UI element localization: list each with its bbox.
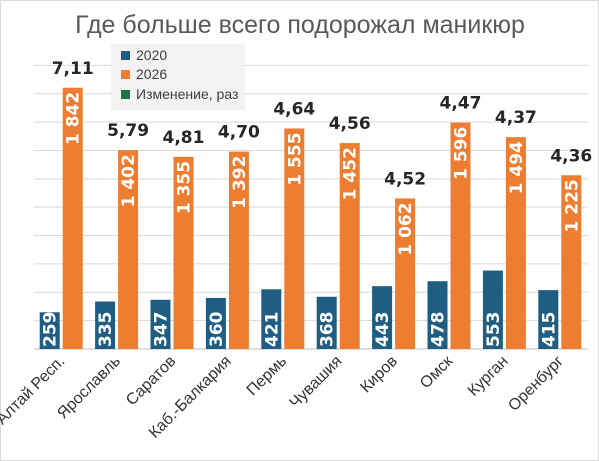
legend-swatch-2020 bbox=[121, 51, 130, 60]
category-label: Чувашия bbox=[287, 353, 346, 412]
category-label: Омск bbox=[417, 352, 457, 392]
label-2026: 1 355 bbox=[175, 161, 195, 214]
category-label: Алтай Респ. bbox=[0, 353, 69, 428]
label-2020: 368 bbox=[318, 312, 338, 348]
label-change: 4,47 bbox=[440, 94, 482, 114]
label-2026: 1 225 bbox=[562, 179, 582, 232]
label-change: 5,79 bbox=[107, 121, 149, 141]
bar-2026-оренбург bbox=[561, 175, 582, 349]
label-change: 4,81 bbox=[163, 128, 205, 148]
bar-2020-киров bbox=[372, 286, 393, 349]
legend-swatch-2026 bbox=[121, 70, 130, 79]
category-label: Курган bbox=[465, 353, 512, 400]
bar-2020-саратов bbox=[150, 299, 171, 349]
bar-2026-алтай-респ bbox=[62, 87, 83, 350]
label-change: 4,64 bbox=[273, 99, 315, 119]
label-2026: 1 392 bbox=[230, 156, 250, 209]
label-2020: 259 bbox=[41, 312, 61, 348]
label-2020: 443 bbox=[373, 312, 393, 348]
legend-swatch-change bbox=[121, 90, 130, 99]
label-2026: 1 596 bbox=[452, 127, 472, 180]
bar-2020-чувашия bbox=[316, 296, 337, 349]
label-2020: 347 bbox=[152, 312, 172, 348]
label-change: 4,56 bbox=[329, 114, 371, 134]
label-2026: 1 494 bbox=[507, 141, 527, 194]
bar-2020-омск bbox=[427, 281, 448, 349]
label-2026: 1 452 bbox=[341, 147, 361, 200]
label-2020: 421 bbox=[262, 312, 282, 348]
label-2026: 1 555 bbox=[285, 132, 305, 185]
bar-2026-омск bbox=[450, 122, 471, 350]
label-2020: 478 bbox=[429, 312, 449, 348]
bar-2020-алтай-респ bbox=[39, 312, 60, 349]
legend: 2020 2026 Изменение, раз bbox=[111, 44, 245, 110]
category-label: Саратов bbox=[123, 353, 179, 409]
bar-2026-каб-балкария bbox=[228, 151, 249, 349]
label-2020: 553 bbox=[484, 311, 504, 347]
bar-2020-каб-балкария bbox=[205, 297, 226, 349]
bar-2020-пермь bbox=[261, 289, 282, 349]
category-label: Пермь bbox=[244, 353, 290, 399]
label-2020: 335 bbox=[96, 312, 116, 348]
legend-background bbox=[111, 44, 245, 110]
bar-2026-курган bbox=[505, 137, 526, 349]
label-change: 4,37 bbox=[495, 108, 537, 128]
bar-2026-киров bbox=[395, 198, 416, 349]
legend-label-change: Изменение, раз bbox=[136, 86, 238, 102]
label-change: 4,70 bbox=[218, 123, 260, 143]
legend-label-2026: 2026 bbox=[136, 66, 167, 82]
category-label: Оренбург bbox=[505, 353, 567, 415]
bar-2026-ярославль bbox=[118, 150, 139, 349]
label-change: 7,11 bbox=[52, 59, 94, 79]
bar-2020-курган bbox=[482, 270, 503, 349]
bar-2026-саратов bbox=[173, 156, 194, 349]
bar-2026-чувашия bbox=[339, 143, 360, 349]
label-2020: 360 bbox=[207, 311, 227, 347]
chart-title: Где больше всего подорожал маникюр bbox=[75, 11, 525, 39]
label-2026: 1 842 bbox=[64, 92, 84, 145]
legend-label-2020: 2020 bbox=[136, 47, 167, 63]
label-change: 4,36 bbox=[550, 146, 592, 166]
bar-2020-оренбург bbox=[538, 290, 559, 349]
bar-2026-пермь bbox=[284, 128, 305, 349]
label-2026: 1 062 bbox=[396, 202, 416, 255]
label-change: 4,52 bbox=[384, 169, 426, 189]
category-label: Киров bbox=[357, 353, 401, 397]
label-2026: 1 402 bbox=[119, 154, 139, 207]
bar-2020-ярославль bbox=[95, 301, 116, 349]
label-2020: 415 bbox=[539, 312, 559, 348]
